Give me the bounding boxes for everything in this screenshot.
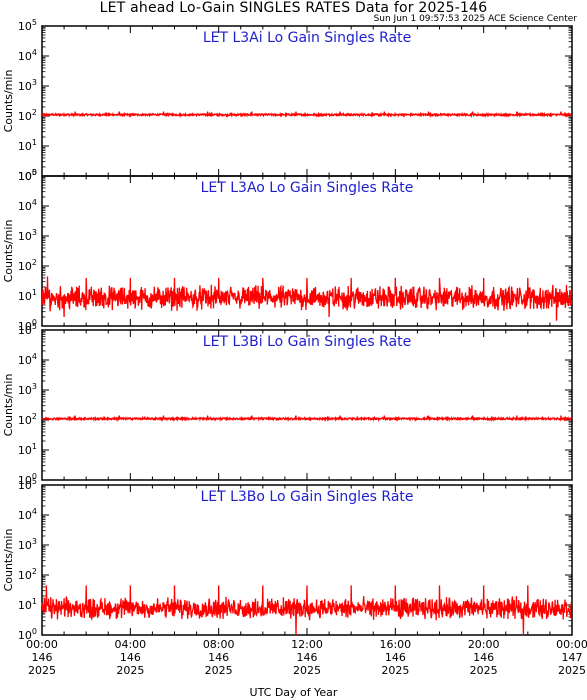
x-tick-label: 146 <box>385 651 406 664</box>
panel-4: 100 101 102 103 104 105 Counts/min LET L3Bo Lo … <box>2 477 573 642</box>
panel-title: LET L3Bi Lo Gain Singles Rate <box>203 334 411 350</box>
chart-title: LET ahead Lo-Gain SINGLES RATES Data for… <box>99 0 488 16</box>
x-tick-label: 12:00 <box>291 638 323 651</box>
x-tick-label: 2025 <box>205 664 233 677</box>
series-line <box>41 276 573 321</box>
panel-title: LET L3Bo Lo Gain Singles Rate <box>200 489 413 505</box>
y-tick-label: 100 <box>18 627 37 642</box>
x-tick-label: 04:00 <box>114 638 146 651</box>
x-axis-label: UTC Day of Year <box>249 686 338 699</box>
y-axis-label: Counts/min <box>2 220 15 283</box>
y-tick-label: 101 <box>18 597 37 612</box>
x-tick-label: 16:00 <box>379 638 411 651</box>
y-tick-label: 101 <box>18 138 37 153</box>
x-tick-label: 2025 <box>381 664 409 677</box>
x-tick-label: 20:00 <box>468 638 500 651</box>
x-tick-label: 146 <box>297 651 318 664</box>
y-tick-label: 102 <box>18 258 37 273</box>
y-tick-label: 101 <box>18 442 37 457</box>
x-tick-label: 00:00 <box>556 638 587 651</box>
timestamp: Sun Jun 1 09:57:53 2025 ACE Science Cent… <box>373 14 577 24</box>
x-tick-label: 2025 <box>116 664 144 677</box>
y-tick-label: 104 <box>18 352 37 367</box>
y-tick-label: 105 <box>18 168 37 183</box>
y-tick-label: 103 <box>18 228 37 243</box>
plot-frame <box>41 25 573 177</box>
y-tick-label: 105 <box>18 322 37 337</box>
panel-3: 100 101 102 103 104 105 Counts/min LET L3Bi Lo … <box>2 322 573 487</box>
y-tick-label: 100 <box>18 168 37 183</box>
y-axis-label: Counts/min <box>2 529 15 592</box>
series-line <box>41 415 573 423</box>
x-tick-label: 147 <box>562 651 583 664</box>
y-tick-label: 102 <box>18 108 37 123</box>
x-tick-label: 2025 <box>28 664 56 677</box>
y-tick-label: 104 <box>18 198 37 213</box>
y-tick-label: 104 <box>18 507 37 522</box>
x-tick-label: 08:00 <box>203 638 235 651</box>
y-tick-label: 103 <box>18 537 37 552</box>
panel-1: 100 101 102 103 104 105 Counts/min LET L3Ai Lo … <box>2 18 573 183</box>
series-line <box>41 585 573 636</box>
x-tick-label: 146 <box>473 651 494 664</box>
y-tick-label: 100 <box>18 318 37 333</box>
y-axis-label: Counts/min <box>2 70 15 133</box>
y-tick-label: 103 <box>18 78 37 93</box>
panel-2: 100 101 102 103 104 105 Counts/min LET L3Ao Lo … <box>2 168 573 333</box>
panel-title: LET L3Ai Lo Gain Singles Rate <box>203 30 411 46</box>
y-tick-label: 103 <box>18 382 37 397</box>
y-tick-label: 105 <box>18 477 37 492</box>
y-tick-label: 100 <box>18 472 37 487</box>
x-tick-label: 2025 <box>293 664 321 677</box>
x-tick-label: 146 <box>32 651 53 664</box>
x-tick-label: 2025 <box>470 664 498 677</box>
y-tick-label: 102 <box>18 412 37 427</box>
x-tick-label: 146 <box>208 651 229 664</box>
y-tick-label: 102 <box>18 567 37 582</box>
y-axis-label: Counts/min <box>2 374 15 437</box>
plot-frame <box>41 329 573 481</box>
series-line <box>41 111 573 119</box>
x-tick-label: 2025 <box>558 664 586 677</box>
x-tick-label: 00:00 <box>26 638 58 651</box>
y-tick-label: 101 <box>18 288 37 303</box>
x-tick-label: 146 <box>120 651 141 664</box>
panel-title: LET L3Ao Lo Gain Singles Rate <box>201 180 414 196</box>
y-tick-label: 105 <box>18 18 37 33</box>
y-tick-label: 104 <box>18 48 37 63</box>
